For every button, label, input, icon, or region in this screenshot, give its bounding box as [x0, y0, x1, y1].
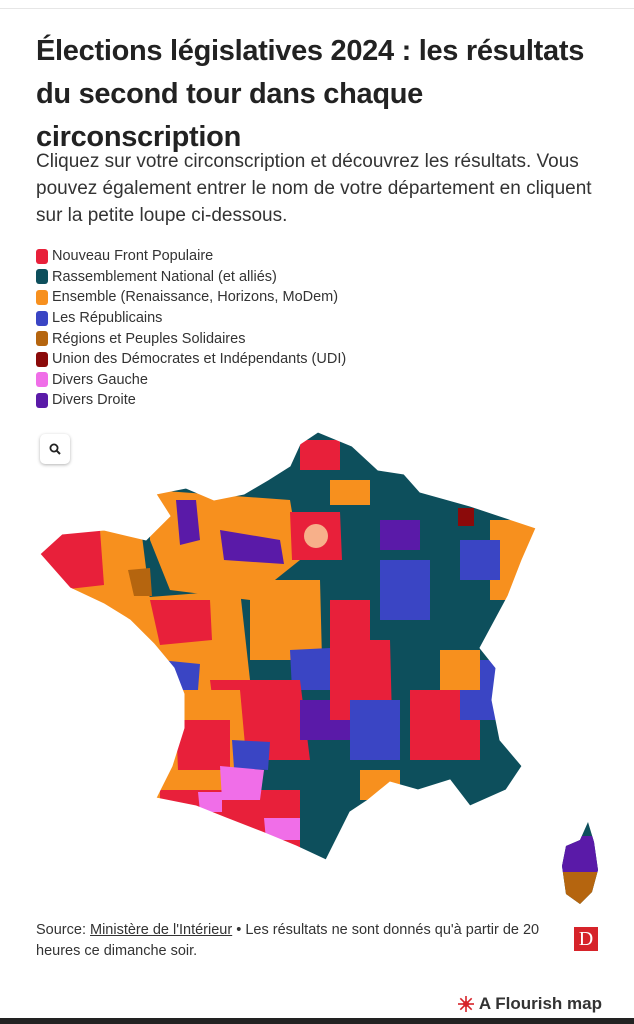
legend-item-udi[interactable]: Union des Démocrates et Indépendants (UD…	[36, 349, 346, 370]
legend-item-ensemble[interactable]: Ensemble (Renaissance, Horizons, MoDem)	[36, 287, 346, 308]
legend-swatch	[36, 248, 48, 264]
legend-label: Régions et Peuples Solidaires	[52, 330, 246, 347]
legend-swatch	[36, 372, 48, 388]
top-border	[0, 0, 634, 9]
map-search-button[interactable]	[40, 434, 70, 464]
search-icon	[49, 443, 61, 455]
region-gironde-lr[interactable]	[232, 740, 270, 770]
region-loire-lr[interactable]	[160, 660, 200, 690]
region-paris-center[interactable]	[304, 524, 328, 548]
france-outline	[39, 431, 537, 861]
source-prefix: Source:	[36, 922, 90, 938]
source-note: Source: Ministère de l'Intérieur • Les r…	[36, 920, 556, 962]
region-aquitaine-nfp[interactable]	[176, 720, 230, 770]
region-brittany-west[interactable]	[30, 530, 104, 590]
region-normandy-dvd[interactable]	[176, 500, 200, 545]
region-picardie-ensemble[interactable]	[330, 480, 370, 505]
region-lorraine-dvd[interactable]	[380, 520, 420, 550]
legend-label: Union des Démocrates et Indépendants (UD…	[52, 351, 347, 368]
region-auvergne-lr[interactable]	[350, 700, 400, 760]
region-loiret-nfp[interactable]	[330, 600, 370, 640]
legend-label: Ensemble (Renaissance, Horizons, MoDem)	[52, 289, 339, 306]
region-occitanie-dvg[interactable]	[220, 766, 264, 800]
bottom-bar	[0, 1018, 634, 1024]
region-brittany-rps[interactable]	[128, 568, 152, 596]
legend-swatch	[36, 392, 48, 408]
region-loire-nfp[interactable]	[150, 600, 212, 645]
legend-item-rn[interactable]: Rassemblement National (et alliés)	[36, 267, 346, 288]
region-pyrenees-dvg[interactable]	[264, 818, 302, 840]
flourish-credit[interactable]: A Flourish map	[457, 994, 602, 1014]
region-corsica-dvd[interactable]	[558, 836, 602, 872]
legend-swatch	[36, 351, 48, 367]
region-ain-ensemble[interactable]	[440, 650, 480, 690]
region-centre[interactable]	[250, 580, 322, 660]
legend-item-nfp[interactable]: Nouveau Front Populaire	[36, 246, 346, 267]
legend-item-lr[interactable]: Les Républicains	[36, 308, 346, 329]
france-constituency-map[interactable]	[0, 420, 634, 910]
page-title: Élections législatives 2024 : les résult…	[36, 35, 585, 153]
legend-label: Nouveau Front Populaire	[52, 248, 214, 265]
legend-label: Rassemblement National (et alliés)	[52, 268, 277, 285]
region-loire[interactable]	[110, 590, 250, 700]
mainland-regions[interactable]	[30, 425, 550, 870]
legend-label: Divers Gauche	[52, 371, 148, 388]
legend-swatch	[36, 331, 48, 347]
legend-item-dvg[interactable]: Divers Gauche	[36, 370, 346, 391]
legend-swatch	[36, 289, 48, 305]
region-centre-lr[interactable]	[290, 648, 332, 690]
region-normandy-dvd2[interactable]	[220, 530, 284, 564]
region-strasbourg-udi[interactable]	[458, 508, 474, 526]
flourish-label: A Flourish map	[478, 994, 602, 1013]
region-bourgogne-lr[interactable]	[380, 560, 430, 620]
region-corsica-rps[interactable]	[558, 872, 602, 908]
source-text: • Les résultats ne sont donnés qu'à part…	[36, 922, 540, 959]
legend-swatch	[36, 310, 48, 326]
legend-label: Divers Droite	[52, 392, 136, 409]
page-subtitle: Cliquez sur votre circonscription et déc…	[36, 151, 592, 226]
legend-label: Les Républicains	[52, 310, 163, 327]
corsica-regions[interactable]	[556, 818, 604, 908]
flourish-logo-icon	[457, 996, 474, 1012]
publisher-logo[interactable]: D	[574, 927, 598, 951]
legend-swatch	[36, 269, 48, 285]
region-gard-ensemble[interactable]	[360, 770, 400, 800]
region-nord-ensemble[interactable]	[300, 440, 340, 470]
region-landes-dvg[interactable]	[198, 792, 222, 812]
legend-item-dvd[interactable]: Divers Droite	[36, 390, 346, 411]
legend: Nouveau Front Populaire Rassemblement Na…	[36, 246, 346, 411]
region-alsace-lr[interactable]	[460, 540, 500, 580]
legend-item-rps[interactable]: Régions et Peuples Solidaires	[36, 328, 346, 349]
source-link[interactable]: Ministère de l'Intérieur	[90, 922, 233, 938]
